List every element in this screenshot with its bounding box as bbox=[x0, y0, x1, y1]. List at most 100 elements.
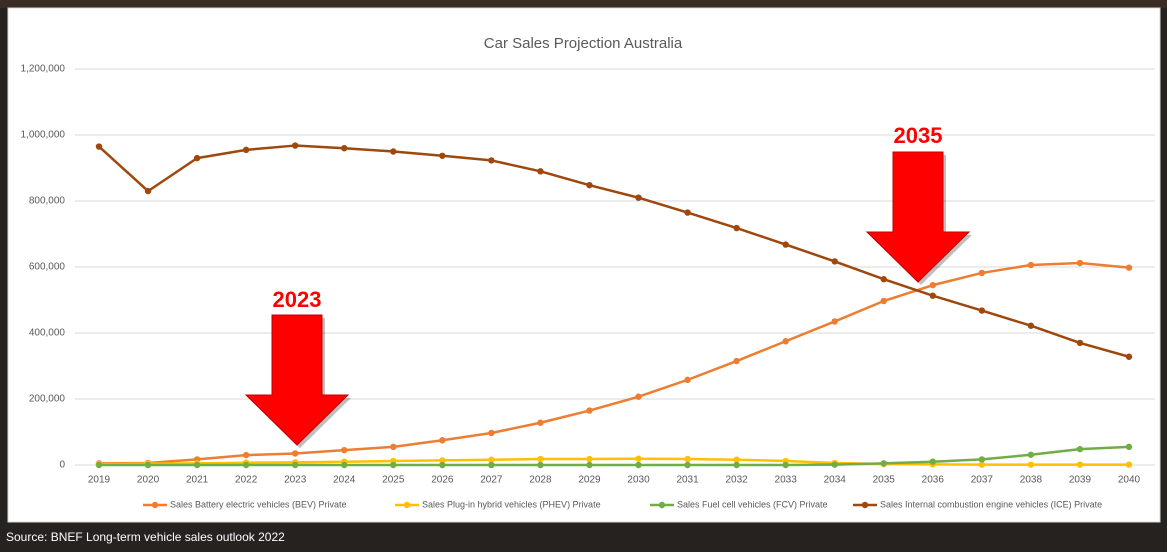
data-point bbox=[1076, 259, 1084, 267]
x-tick-label: 2032 bbox=[725, 475, 748, 486]
data-point bbox=[390, 148, 397, 155]
data-point bbox=[144, 187, 152, 195]
data-point bbox=[733, 357, 740, 365]
data-point bbox=[880, 276, 887, 283]
source: Source: BNEF Long-term vehicle sales out… bbox=[6, 530, 285, 544]
x-tick-label: 2037 bbox=[971, 475, 994, 486]
data-point bbox=[782, 241, 789, 248]
data-point bbox=[880, 297, 887, 305]
data-point bbox=[537, 168, 544, 175]
data-point bbox=[978, 269, 986, 277]
x-tick-label: 2021 bbox=[186, 475, 209, 486]
series-line bbox=[98, 144, 1130, 358]
x-tick-label: 2029 bbox=[578, 475, 601, 486]
data-point bbox=[390, 443, 397, 451]
data-point bbox=[341, 446, 348, 454]
data-point bbox=[586, 407, 593, 414]
x-tick-label: 2038 bbox=[1020, 475, 1043, 486]
data-point bbox=[978, 456, 986, 463]
data-point bbox=[1076, 445, 1084, 453]
data-point bbox=[831, 318, 838, 325]
data-point bbox=[635, 461, 642, 469]
data-point bbox=[929, 292, 937, 299]
data-point bbox=[1125, 443, 1133, 451]
x-tick-label: 2036 bbox=[922, 475, 945, 486]
legend-marker bbox=[658, 501, 666, 509]
data-point bbox=[831, 258, 838, 265]
data-point bbox=[341, 145, 348, 152]
annotation: 2035 bbox=[894, 123, 943, 148]
data-point bbox=[831, 461, 838, 468]
data-point bbox=[1027, 322, 1035, 329]
legend-marker bbox=[403, 501, 411, 509]
series-line bbox=[99, 445, 1130, 467]
data-point bbox=[488, 456, 495, 463]
x-tick-label: 2031 bbox=[676, 475, 699, 486]
chart-area bbox=[7, 7, 1161, 523]
data-point bbox=[439, 437, 446, 444]
data-point bbox=[684, 376, 691, 384]
y-tick-label: 1,000,000 bbox=[21, 130, 66, 141]
data-point bbox=[684, 455, 691, 463]
data-point bbox=[242, 461, 250, 469]
data-point bbox=[1125, 264, 1133, 271]
data-point bbox=[291, 461, 299, 469]
data-point bbox=[684, 461, 691, 469]
data-point bbox=[242, 451, 250, 459]
y-tick-label: 0 bbox=[59, 460, 65, 471]
legend-label: Sales Battery electric vehicles (BEV) Pr… bbox=[170, 499, 347, 509]
x-tick-label: 2040 bbox=[1118, 475, 1141, 486]
x-tick-label: 2024 bbox=[333, 475, 356, 486]
y-tick-label: 800,000 bbox=[29, 196, 66, 207]
x-tick-label: 2035 bbox=[873, 475, 896, 486]
chart-title: Car Sales Projection Australia bbox=[484, 35, 683, 52]
data-point bbox=[390, 461, 397, 469]
arrow bbox=[865, 151, 971, 283]
arrow bbox=[244, 314, 350, 446]
data-point bbox=[586, 461, 593, 469]
data-point bbox=[1027, 461, 1035, 468]
x-tick-label: 2022 bbox=[235, 475, 258, 486]
data-point bbox=[488, 429, 495, 437]
data-point bbox=[586, 455, 593, 463]
data-point bbox=[439, 457, 446, 464]
data-point bbox=[635, 194, 642, 201]
x-tick-label: 2026 bbox=[431, 475, 454, 486]
data-point bbox=[291, 450, 299, 457]
data-point bbox=[635, 393, 642, 400]
data-point bbox=[341, 461, 348, 469]
annotation: 2023 bbox=[273, 287, 322, 312]
data-point bbox=[242, 146, 250, 154]
x-tick-label: 2023 bbox=[284, 475, 307, 486]
data-point bbox=[1125, 461, 1133, 468]
data-point bbox=[978, 461, 986, 468]
data-point bbox=[144, 461, 152, 469]
legend-label: Sales Fuel cell vehicles (FCV) Private bbox=[677, 499, 828, 509]
x-tick-label: 2039 bbox=[1069, 475, 1092, 486]
data-point bbox=[537, 419, 544, 426]
data-point bbox=[635, 455, 642, 462]
x-tick-label: 2020 bbox=[137, 475, 160, 486]
data-point bbox=[929, 458, 937, 465]
data-point bbox=[95, 461, 103, 469]
legend-label: Sales Plug-in hybrid vehicles (PHEV) Pri… bbox=[422, 499, 601, 509]
x-tick-label: 2027 bbox=[480, 475, 503, 486]
x-tick-label: 2028 bbox=[529, 475, 552, 486]
data-point bbox=[733, 461, 740, 469]
data-point bbox=[193, 461, 201, 469]
x-tick-label: 2034 bbox=[824, 475, 847, 486]
data-point bbox=[586, 181, 593, 189]
data-point bbox=[1125, 353, 1133, 360]
y-tick-label: 200,000 bbox=[29, 394, 66, 405]
data-point bbox=[782, 461, 789, 469]
legend-marker bbox=[151, 501, 159, 509]
data-point bbox=[537, 461, 544, 469]
data-point bbox=[1076, 339, 1084, 347]
data-point bbox=[733, 456, 740, 463]
y-tick-label: 600,000 bbox=[29, 262, 66, 273]
series-line bbox=[98, 261, 1130, 465]
series-line bbox=[98, 457, 1129, 466]
data-point bbox=[733, 224, 740, 232]
y-tick-label: 1,200,000 bbox=[21, 64, 66, 75]
